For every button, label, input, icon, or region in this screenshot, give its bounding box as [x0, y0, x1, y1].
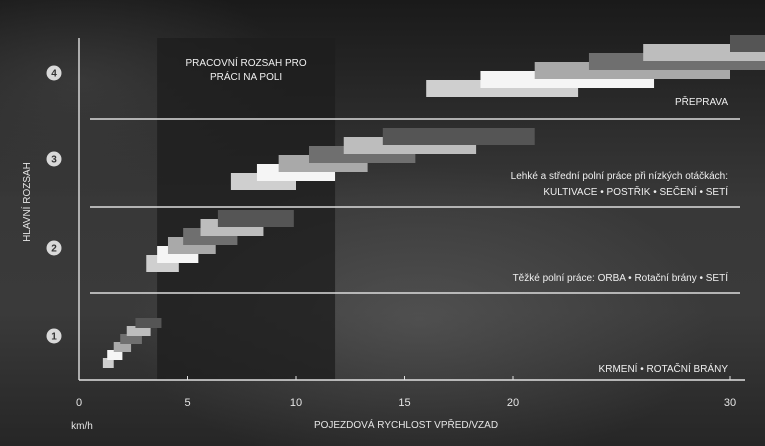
range-2-step-bar [217, 210, 294, 227]
x-tick-label: 20 [507, 397, 519, 409]
range-number-label: 2 [51, 244, 57, 255]
x-tick-label: 10 [290, 397, 302, 409]
range-1-step-bar [102, 358, 114, 368]
x-axis-unit: km/h [71, 421, 93, 432]
range-2-note: Těžké polní práce: ORBA • Rotační brány … [513, 271, 729, 284]
range-number-circle [46, 328, 62, 344]
range-1-step-bar [113, 342, 132, 352]
x-axis-title: POJEZDOVÁ RYCHLOST VPŘED/VZAD [314, 418, 498, 431]
x-tick-label: 5 [184, 397, 190, 409]
range-3-step-bar [382, 128, 535, 145]
range-number-label: 1 [51, 332, 57, 343]
range-4-step-bar [730, 35, 765, 52]
range-1-note: KRMENÍ • ROTAČNÍ BRÁNY [599, 362, 729, 375]
range-1-step-bar [120, 334, 142, 344]
range-separators [90, 118, 740, 294]
x-tick-label: 30 [724, 397, 736, 409]
x-tick-label: 15 [398, 397, 410, 409]
field-work-band [157, 38, 336, 380]
x-tick-label: 0 [76, 397, 82, 409]
range-1-step-bar [107, 350, 123, 360]
range-number-label: 3 [51, 155, 57, 166]
step-bars [102, 35, 765, 368]
field-work-band-group [157, 38, 336, 380]
axes [78, 38, 745, 381]
range-4-note: PŘEPRAVA [675, 95, 728, 108]
range-3-note: KULTIVACE • POSTŘIK • SEČENÍ • SETÍ [543, 185, 728, 198]
field-work-band-label: PRACOVNÍ ROZSAH PRO [186, 56, 307, 69]
range-number-circle [46, 240, 62, 256]
range-3-note: Lehké a střední polní práce při nízkých … [511, 171, 728, 182]
y-axis-title: HLAVNÍ ROZSAH [20, 162, 33, 242]
range-number-label: 4 [51, 69, 57, 80]
field-work-band-label: PRÁCI NA POLI [210, 70, 282, 83]
range-1-step-bar [126, 326, 151, 336]
range-number-circle [46, 65, 62, 81]
range-1-step-bar [135, 318, 162, 328]
range-number-circle [46, 151, 62, 167]
